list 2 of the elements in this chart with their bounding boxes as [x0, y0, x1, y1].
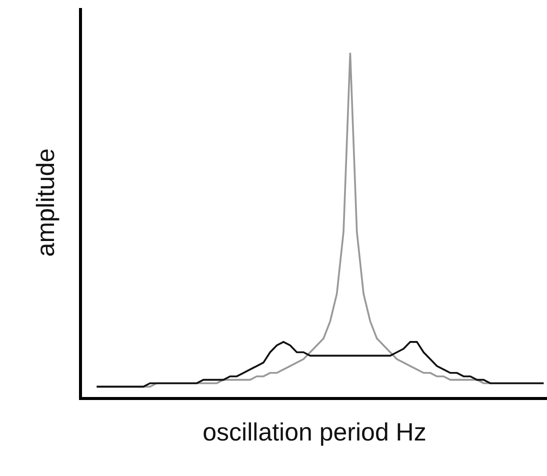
- y-axis-title: amplitude: [32, 148, 60, 257]
- x-axis-title: oscillation period Hz: [202, 418, 426, 446]
